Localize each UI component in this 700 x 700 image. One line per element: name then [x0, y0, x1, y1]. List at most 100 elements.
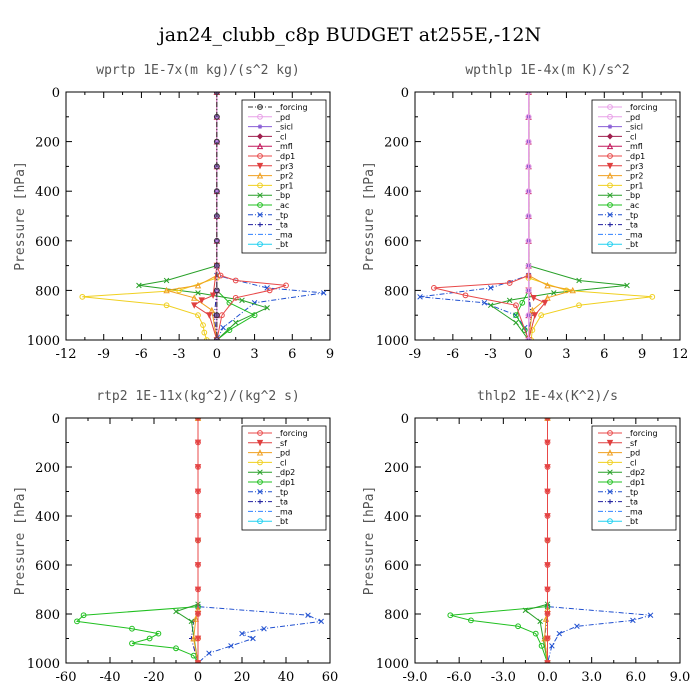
data-point — [213, 337, 220, 340]
legend-swatch-marker — [257, 222, 263, 227]
data-point — [468, 617, 474, 624]
series-dp1 — [431, 92, 532, 340]
legend-label: _bt — [625, 240, 638, 249]
data-point — [195, 488, 201, 495]
x-tick-label: -3 — [173, 347, 186, 362]
data-point — [530, 294, 537, 302]
y-tick-label: 800 — [35, 284, 60, 299]
data-point — [209, 292, 217, 299]
legend-label: _dp2 — [275, 468, 295, 477]
data-point — [190, 634, 197, 642]
legend-swatch-marker — [607, 212, 613, 218]
legend: _forcing_pd_sicl_cl_mfl_dp1_pr3_pr2_pr1_… — [591, 99, 677, 254]
legend-swatch-marker — [606, 133, 614, 140]
data-point — [544, 488, 551, 495]
series-dp1 — [447, 418, 551, 663]
data-point — [544, 537, 551, 544]
data-point — [192, 615, 200, 622]
legend-label: _tp — [275, 211, 288, 220]
x-tick-label: -3 — [484, 347, 497, 362]
legend-label: _ta — [625, 221, 638, 230]
data-point — [195, 464, 201, 470]
legend-label: _cl — [625, 458, 637, 467]
y-axis-label: Pressure [hPa] — [13, 486, 28, 596]
data-point — [232, 294, 239, 301]
x-tick-label: 6 — [600, 347, 608, 362]
series-line — [528, 92, 573, 340]
series-line — [75, 418, 199, 663]
legend-label: _forcing — [275, 429, 308, 438]
legend-label: _ma — [625, 507, 643, 516]
data-point — [146, 635, 153, 642]
panel-4: thlp2 1E-4x(K^2)/s Pressure [hPa] 0 200 400 6… — [362, 389, 690, 685]
x-tick-label: -9 — [409, 347, 422, 362]
y-tick-label: 800 — [384, 284, 409, 299]
legend-box — [241, 99, 327, 254]
data-point — [264, 285, 270, 291]
legend-swatch-marker — [607, 104, 613, 110]
legend-label: _pd — [275, 449, 290, 458]
data-point — [163, 302, 170, 309]
data-point — [201, 329, 208, 336]
legend-swatch-marker — [607, 479, 613, 485]
data-point — [194, 281, 202, 289]
legend-label: _forcing — [625, 103, 658, 112]
legend-swatch-marker — [257, 113, 263, 120]
legend-label: _sicl — [625, 123, 643, 132]
data-point — [574, 623, 580, 630]
data-point — [200, 322, 206, 329]
data-point — [74, 618, 80, 625]
series-line — [433, 92, 530, 340]
legend-swatch-marker — [257, 212, 263, 218]
data-point — [239, 297, 245, 304]
data-point — [191, 302, 198, 309]
data-point — [232, 277, 239, 284]
legend-label: _tp — [625, 488, 638, 497]
legend-swatch-marker — [606, 162, 614, 170]
x-tick-label: -3.0 — [491, 670, 516, 685]
legend-label: _tp — [625, 211, 638, 220]
data-point — [576, 277, 582, 284]
y-tick-label: 1000 — [27, 657, 60, 672]
data-point — [525, 188, 532, 195]
legend-box — [591, 99, 677, 254]
legend-swatch-marker — [257, 192, 263, 198]
plot-area — [447, 418, 654, 663]
data-point — [544, 281, 551, 289]
legend-label: _ac — [625, 201, 639, 210]
series-pr2 — [525, 92, 576, 340]
x-tick-label: -9 — [97, 347, 110, 362]
data-point — [513, 312, 519, 319]
data-point — [213, 287, 220, 294]
legend-swatch-marker — [257, 241, 263, 248]
data-point — [649, 293, 656, 300]
data-point — [188, 618, 195, 625]
data-point — [264, 305, 270, 311]
data-point — [136, 282, 142, 289]
plot-area — [417, 92, 656, 340]
data-point — [213, 92, 220, 95]
y-tick-label: 800 — [384, 608, 409, 623]
data-point — [155, 630, 162, 637]
legend-label: _pd — [625, 449, 640, 458]
y-tick-label: 600 — [35, 235, 60, 250]
legend-label: _forcing — [275, 103, 308, 112]
y-tick-label: 0 — [52, 412, 60, 427]
panel-1: wprtp 1E-7x(m kg)/(s^2 kg) Pressure [hPa]… — [13, 63, 334, 362]
legend-box — [591, 425, 677, 531]
legend-swatch-marker — [606, 449, 614, 456]
data-point — [576, 302, 582, 309]
x-tick-label: -6 — [447, 347, 460, 362]
data-point — [163, 277, 170, 284]
legend-label: _ta — [275, 221, 288, 230]
data-point — [525, 237, 532, 244]
legend-swatch-marker — [257, 153, 263, 159]
legend-label: _sicl — [275, 123, 293, 132]
panel-3: rtp2 1E-11x(kg^2)/(kg^2 s) Pressure [hPa]… — [13, 389, 338, 685]
legend-label: _bp — [275, 191, 290, 200]
data-point — [173, 608, 179, 615]
data-point — [541, 299, 549, 307]
legend-label: _dp1 — [625, 152, 645, 161]
series-line — [213, 92, 218, 340]
data-point — [487, 285, 494, 291]
